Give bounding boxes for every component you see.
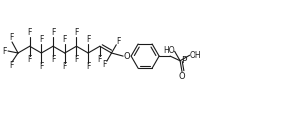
Text: F: F xyxy=(28,55,32,64)
Text: F: F xyxy=(63,62,67,71)
Text: F: F xyxy=(86,62,90,71)
Text: F: F xyxy=(74,28,79,37)
Text: F: F xyxy=(9,62,13,70)
Text: F: F xyxy=(103,60,107,69)
Text: F: F xyxy=(39,35,43,44)
Text: O: O xyxy=(179,72,185,81)
Text: F: F xyxy=(2,47,6,55)
Text: P: P xyxy=(181,56,186,65)
Text: F: F xyxy=(86,35,90,44)
Text: F: F xyxy=(74,55,79,64)
Text: F: F xyxy=(116,37,121,46)
Text: F: F xyxy=(63,35,67,44)
Text: O: O xyxy=(124,52,130,61)
Text: F: F xyxy=(51,28,55,37)
Text: F: F xyxy=(28,28,32,37)
Text: HO: HO xyxy=(163,46,174,55)
Text: F: F xyxy=(51,55,55,64)
Text: F: F xyxy=(39,62,43,71)
Text: F: F xyxy=(98,55,102,64)
Text: F: F xyxy=(9,34,13,42)
Text: OH: OH xyxy=(190,51,201,60)
